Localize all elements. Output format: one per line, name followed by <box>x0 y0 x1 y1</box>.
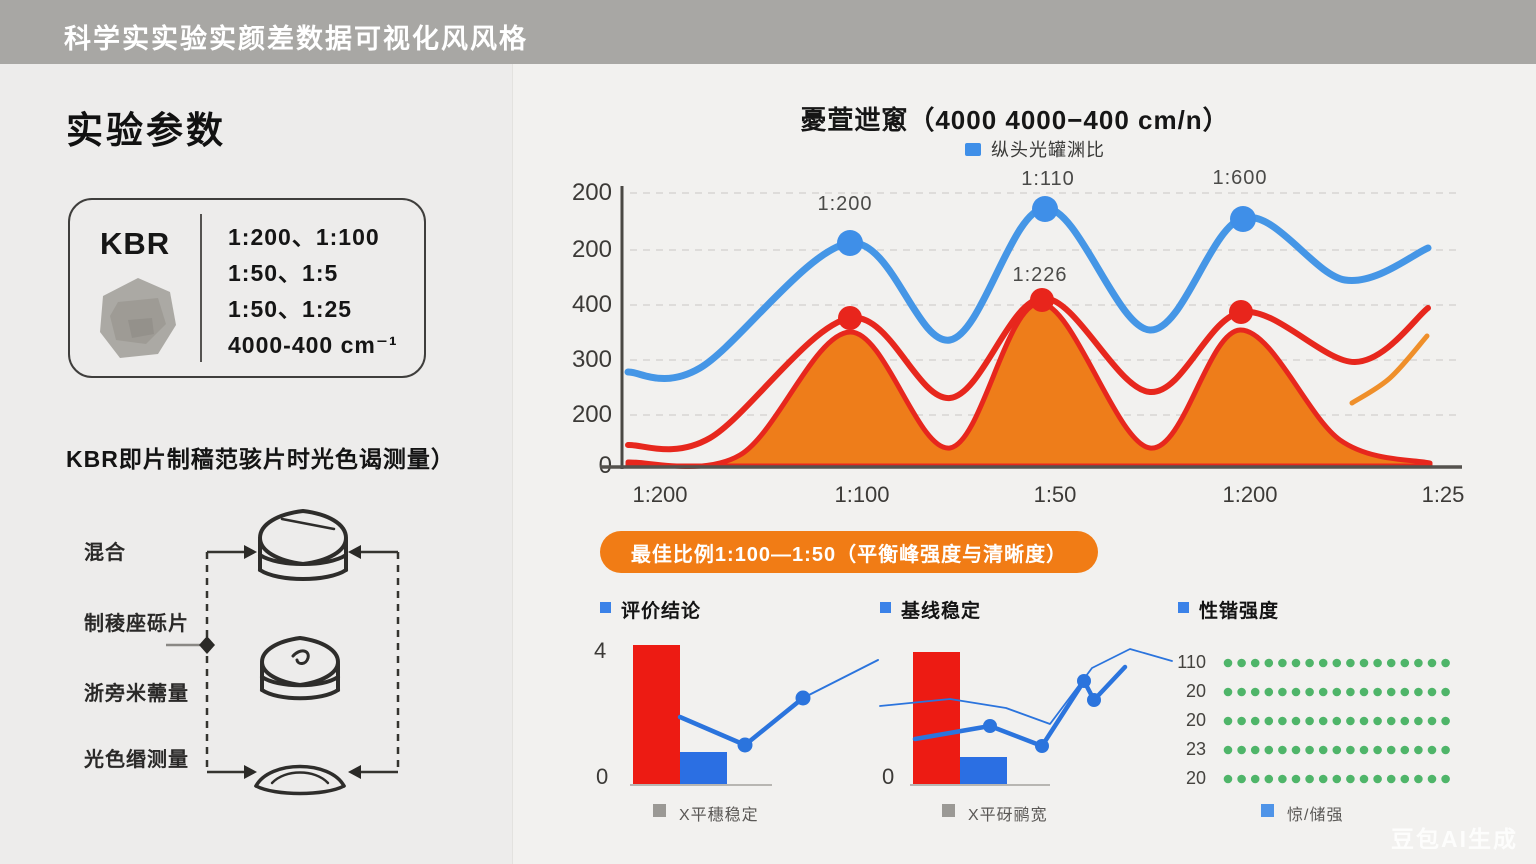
dot-row-label: 110 <box>1177 652 1206 672</box>
peak-annotation: 1:226 <box>1012 264 1068 286</box>
legend-swatch-blue <box>1261 804 1274 817</box>
dot-row-label: 20 <box>1185 710 1206 730</box>
mini-section-title: 评价结论 <box>621 601 702 622</box>
y-axis-tick: 400 <box>571 291 612 318</box>
kbr-line: 1:50、1:5 <box>228 260 339 286</box>
flow-step-label: 光色缗测量 <box>84 749 189 771</box>
mini-charts <box>630 645 1450 786</box>
y-axis-tick: 200 <box>571 401 612 428</box>
legend-label: 纵头光罐渊比 <box>991 140 1105 160</box>
mini-y-tick: 0 <box>882 764 895 789</box>
mini-series-layer <box>633 645 1450 785</box>
kbr-parameter-list: 1:200、1:100 1:50、1:5 1:50、1:25 4000-400 … <box>228 219 398 363</box>
pellet-press-icon <box>259 635 341 701</box>
mini-section-title: 基线稳定 <box>901 601 982 622</box>
flow-section-title: KBR即片制穑范骇片时光色谒测量） <box>66 446 455 472</box>
legend-swatch-gray <box>653 804 666 817</box>
peak-annotation: 1:200 <box>817 193 873 215</box>
dot-row-label: 20 <box>1185 768 1206 788</box>
bullet-icon <box>600 602 611 613</box>
mini-legend-label: X平砑鹂宽 <box>968 807 1048 824</box>
conclusion-banner-text: 最佳比例1:100—1:50（平衡峰强度与清晰度） <box>630 543 1068 566</box>
kbr-parameter-card: KBR 1:200、1:100 1:50、1:5 1:50、1:25 4000-… <box>68 198 426 378</box>
page-title: 科学实实验实颜差数据可视化风风格 <box>64 24 528 54</box>
ai-watermark: 豆包AI生成 <box>1391 826 1518 852</box>
y-axis-tick: 200 <box>571 179 612 206</box>
peak-annotation: 1:110 <box>1021 168 1075 190</box>
kbr-pellet-image <box>100 278 176 358</box>
chart-title: 憂萓迣窻（4000 4000−400 cm/n） <box>800 105 1230 135</box>
kbr-line: 1:50、1:25 <box>228 296 353 322</box>
card-divider <box>200 214 202 362</box>
legend-swatch-gray <box>942 804 955 817</box>
bullet-icon <box>880 602 891 613</box>
pellet-stack-icon <box>257 508 349 581</box>
mini-y-tick: 0 <box>596 764 609 789</box>
mini-legend-label: 惊/储强 <box>1287 807 1344 824</box>
flow-step-label: 制稜座砾片 <box>84 613 189 635</box>
x-axis-tick: 1:100 <box>834 482 890 507</box>
chart-series-layer <box>624 196 1433 469</box>
flow-step-label: 混合 <box>84 542 126 564</box>
kbr-line: 1:200、1:100 <box>228 224 380 250</box>
process-flow-diagram <box>166 508 400 796</box>
x-axis-tick: 1:200 <box>632 482 688 507</box>
dot-row-label: 23 <box>1185 739 1206 759</box>
chart-legend: 纵头光罐渊比 <box>965 136 1105 162</box>
left-panel-background <box>0 0 513 864</box>
lens-icon <box>254 764 346 796</box>
kbr-line: 4000-400 cm⁻¹ <box>228 332 398 358</box>
top-bar: 科学实实验实颜差数据可视化风风格 <box>0 0 1536 64</box>
x-axis-tick: 1:200 <box>1222 482 1278 507</box>
y-axis-tick: 200 <box>571 236 612 263</box>
peak-annotation: 1:600 <box>1212 167 1268 189</box>
spectrum-chart <box>600 186 1462 469</box>
mini-section-title: 性锴强度 <box>1199 601 1280 622</box>
legend-swatch-blue <box>965 142 981 156</box>
x-axis-tick: 1:50 <box>1033 482 1077 507</box>
mini-legend-label: X平穗稳定 <box>679 807 759 824</box>
mini-y-tick: 4 <box>594 638 607 663</box>
y-axis-tick: 300 <box>571 346 612 373</box>
conclusion-banner: 最佳比例1:100—1:50（平衡峰强度与清晰度） <box>600 531 1098 573</box>
x-axis-tick: 1:25 <box>1421 482 1465 507</box>
flow-step-label: 浙旁米薷量 <box>84 683 189 705</box>
kbr-label: KBR <box>100 226 171 261</box>
bullet-icon <box>1178 602 1189 613</box>
dot-row-label: 20 <box>1185 681 1206 701</box>
section-heading: 实验参数 <box>66 110 226 151</box>
